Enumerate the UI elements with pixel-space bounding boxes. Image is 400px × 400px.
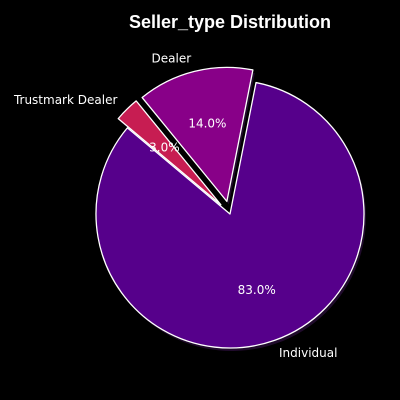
percent-label-trustmark-dealer: 3.0% <box>149 141 180 155</box>
pie-slices <box>95 66 365 349</box>
percent-label-dealer: 14.0% <box>188 116 226 130</box>
slice-trustmark-dealer <box>117 100 222 206</box>
chart-title: Seller_type Distribution <box>129 12 331 32</box>
category-label-trustmark-dealer: Trustmark Dealer <box>13 93 117 107</box>
pie-labels: Individual 83.0% Dealer 14.0% Trustmark Deal… <box>13 51 337 360</box>
slice-individual <box>95 81 365 349</box>
category-label-dealer: Dealer <box>152 51 192 65</box>
slice-dealer <box>141 66 254 203</box>
percent-label-individual: 83.0% <box>238 283 276 297</box>
category-label-individual: Individual <box>279 346 337 360</box>
